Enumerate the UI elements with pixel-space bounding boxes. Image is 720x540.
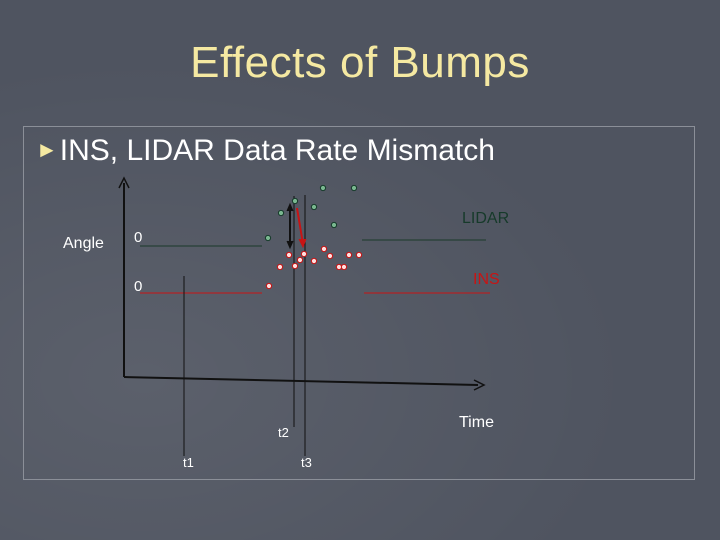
lidar-label: LIDAR [462,210,510,227]
ins-point [300,250,308,258]
lidar-point [330,221,338,229]
ins-point [355,251,363,259]
lidar-point [310,203,318,211]
ins-point [345,251,353,259]
content-panel [23,126,695,480]
ins-bump-indicator [296,207,304,245]
ins-bump-arrow-icon [298,238,307,249]
bullet-arrow-icon: ► [36,137,58,162]
slide-title: Effects of Bumps [190,38,530,87]
ins-point [320,245,328,253]
ins-point [276,263,284,271]
time-axis-label: Time [459,414,494,431]
x-axis-arrowhead-icon [473,379,486,391]
ins-point [326,252,334,260]
ins-point [296,256,304,264]
ins-label: INS [473,271,500,288]
ins-zero-label: 0 [134,278,143,295]
lidar-points [264,184,358,242]
lidar-point [350,184,358,192]
ins-point [285,251,293,259]
t3-label: t3 [301,455,312,470]
lidar-point [319,184,327,192]
lidar-point [277,209,285,217]
angle-axis-label: Angle [63,235,104,252]
ins-point [291,262,299,270]
bullet-text: INS, LIDAR Data Rate Mismatch [59,134,495,167]
t2-label: t2 [278,425,289,440]
y-axis-arrowhead-icon [118,176,130,189]
ins-point [310,257,318,265]
ins-point [265,282,273,290]
lidar-zero-label: 0 [134,229,143,246]
lidar-point [264,234,272,242]
x-axis [123,376,479,386]
ins-point [335,263,343,271]
bump-offset-arrow-down-icon [286,240,294,250]
bullet-item: ►INS, LIDAR Data Rate Mismatch [36,134,495,168]
lidar-point [291,197,299,205]
t1-label: t1 [183,455,194,470]
ins-point [340,263,348,271]
bump-offset-arrow-up-icon [286,202,294,212]
ins-points [265,245,363,290]
